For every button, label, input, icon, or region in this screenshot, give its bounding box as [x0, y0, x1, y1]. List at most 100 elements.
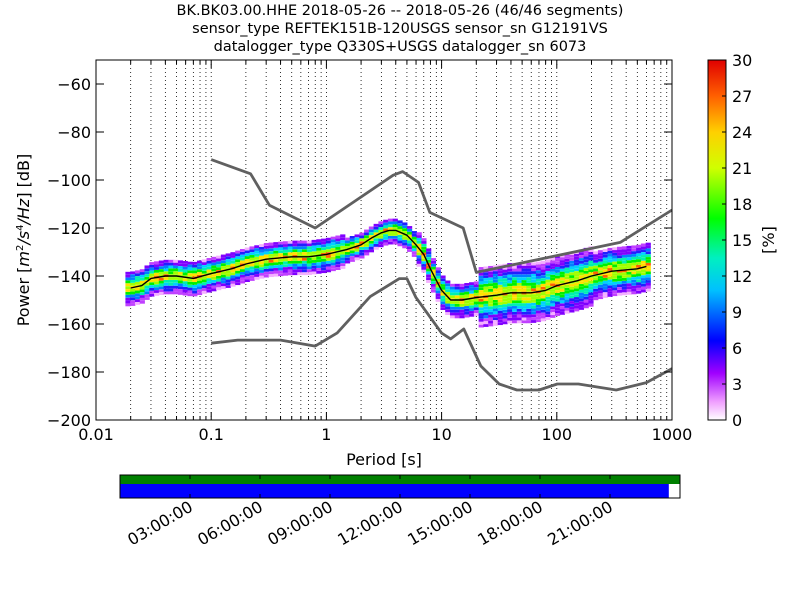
heatmap-cell [440, 304, 446, 308]
heatmap-cell [344, 240, 351, 244]
heatmap-cell [273, 244, 279, 248]
heatmap-cell [483, 286, 489, 290]
heatmap-cell [302, 246, 308, 250]
heatmap-cell [550, 309, 556, 313]
heatmap-cell [292, 240, 298, 244]
heatmap-cell [201, 279, 207, 283]
heatmap-cell [278, 241, 284, 245]
heatmap-cell [626, 280, 632, 284]
timeline-tick-label: 09:00:00 [264, 497, 336, 549]
heatmap-cell [626, 274, 632, 278]
heatmap-cell [583, 256, 589, 260]
heatmap-cell [554, 295, 561, 299]
heatmap-cell [278, 273, 284, 277]
heatmap-cell [578, 255, 585, 259]
heatmap-cell [464, 300, 470, 304]
heatmap-cell [397, 220, 403, 224]
heatmap-cell [545, 317, 551, 320]
heatmap-cell [449, 315, 456, 319]
heatmap-cell [263, 243, 270, 246]
y-tick-label: −180 [47, 363, 91, 382]
heatmap-cell [507, 297, 513, 301]
heatmap-cell [569, 278, 575, 281]
heatmap-cell [588, 269, 594, 273]
heatmap-cell [244, 279, 250, 283]
heatmap-cell [321, 247, 327, 251]
heatmap-cell [636, 282, 642, 286]
heatmap-cell [612, 264, 618, 268]
heatmap-cell [397, 240, 403, 244]
heatmap-cell [636, 287, 642, 291]
heatmap-cell [531, 276, 537, 280]
heatmap-cell [230, 257, 236, 261]
heatmap-cell [497, 316, 503, 320]
heatmap-cell [387, 235, 394, 239]
heatmap-cell [550, 312, 556, 315]
heatmap-cell [325, 240, 332, 244]
heatmap-cell [163, 291, 169, 295]
heatmap-cell [201, 262, 207, 265]
heatmap-cell [435, 296, 441, 299]
heatmap-cell [182, 292, 188, 296]
heatmap-cell [168, 259, 174, 263]
heatmap-cell [435, 267, 441, 271]
heatmap-cell [426, 271, 432, 275]
heatmap-cell [535, 276, 542, 279]
heatmap-cell [483, 315, 489, 319]
heatmap-cell [321, 261, 327, 265]
heatmap-cell [512, 288, 518, 292]
heatmap-cell [254, 253, 260, 257]
heatmap-cell [239, 260, 246, 264]
heatmap-cell [569, 298, 575, 301]
heatmap-cell [645, 259, 651, 263]
heatmap-cell [392, 238, 398, 242]
heatmap-cell [321, 258, 327, 262]
heatmap-cell [521, 320, 527, 324]
heatmap-cell [502, 309, 508, 313]
heatmap-cell [445, 312, 451, 316]
heatmap-cell [588, 249, 594, 252]
heatmap-cell [645, 277, 651, 281]
heatmap-cell [535, 304, 542, 308]
heatmap-cell [383, 222, 389, 226]
heatmap-cell [645, 285, 651, 289]
segment-bar [120, 475, 680, 484]
heatmap-cell [492, 274, 499, 277]
heatmap-cell [235, 270, 241, 274]
heatmap-cell [564, 310, 570, 314]
heatmap-cell [445, 309, 451, 313]
heatmap-cell [602, 257, 608, 261]
heatmap-cell [225, 270, 231, 274]
heatmap-cell [449, 309, 456, 313]
heatmap-cell [344, 249, 351, 252]
heatmap-cell [497, 284, 503, 288]
heatmap-cell [540, 304, 546, 307]
heatmap-cell [469, 290, 475, 294]
heatmap-cell [521, 265, 527, 269]
heatmap-cell [593, 285, 599, 289]
heatmap-cell [516, 285, 522, 289]
heatmap-cell [578, 284, 585, 287]
heatmap-cell [349, 250, 355, 254]
timeline-tick-label: 21:00:00 [544, 497, 616, 549]
heatmap-cell [149, 282, 155, 286]
heatmap-cell [559, 309, 565, 312]
heatmap-cell [545, 282, 551, 286]
heatmap-cell [454, 295, 460, 299]
heatmap-cell [292, 269, 298, 273]
heatmap-cell [469, 313, 475, 317]
heatmap-cell [158, 277, 164, 281]
heatmap-cell [421, 243, 427, 247]
heatmap-cell [216, 275, 222, 279]
heatmap-cell [607, 270, 613, 274]
heatmap-cell [602, 292, 608, 296]
heatmap-cell [211, 274, 217, 277]
heatmap-cell [359, 244, 365, 247]
heatmap-cell [636, 290, 642, 294]
heatmap-cell [564, 287, 570, 291]
heatmap-cell [449, 295, 456, 299]
heatmap-cell [583, 282, 589, 286]
heatmap-cell [354, 257, 360, 261]
heatmap-cell [259, 255, 265, 259]
heatmap-cell [302, 272, 308, 276]
